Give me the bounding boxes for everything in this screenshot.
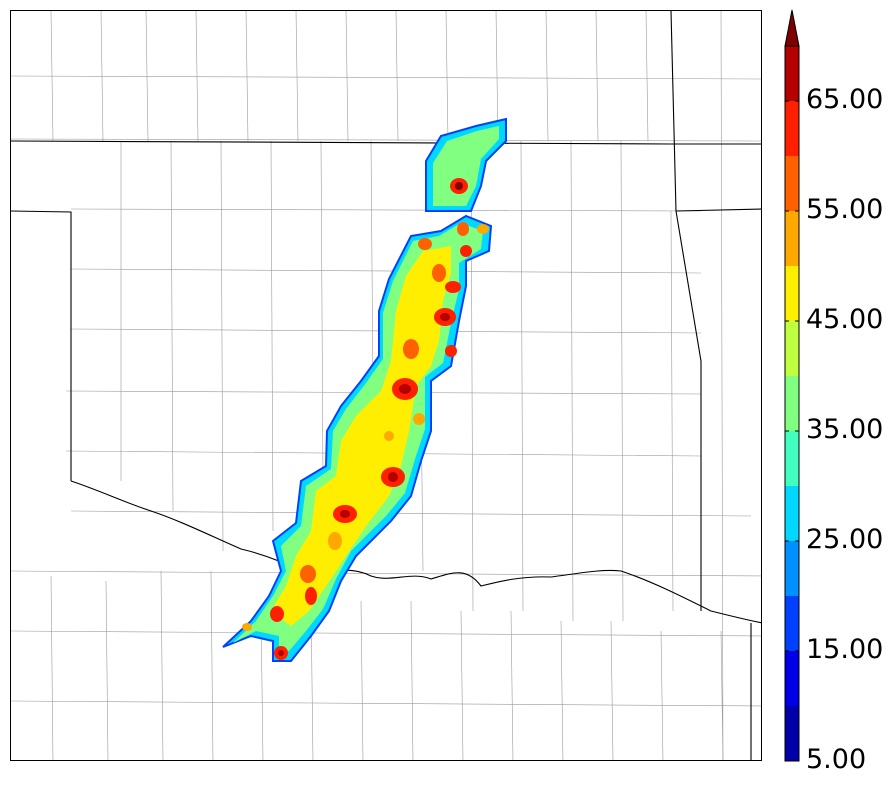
colorbar-band xyxy=(785,706,799,761)
colorbar-extend-arrow xyxy=(784,9,800,47)
reflectivity-cores xyxy=(242,178,489,660)
colorbar-band xyxy=(785,541,799,596)
map-panel xyxy=(10,10,762,761)
colorbar-tick-label: 5.00 xyxy=(806,744,867,775)
colorbar-band xyxy=(785,486,799,541)
colorbar-band xyxy=(785,101,799,156)
colorbar-bands xyxy=(784,45,800,762)
colorbar-tick-label: 15.00 xyxy=(806,634,884,665)
colorbar-band xyxy=(785,46,799,101)
colorbar-band xyxy=(785,321,799,376)
colorbar-tick-label: 25.00 xyxy=(806,524,884,555)
colorbar-band xyxy=(785,376,799,431)
colorbar-tick-label: 55.00 xyxy=(806,194,884,225)
colorbar-tick-label: 65.00 xyxy=(806,84,884,115)
colorbar-band xyxy=(785,431,799,486)
colorbar-band xyxy=(785,651,799,706)
colorbar-tick-label: 45.00 xyxy=(806,304,884,335)
county-borders xyxy=(11,11,761,760)
state-borders xyxy=(11,11,761,760)
colorbar-band xyxy=(785,211,799,266)
colorbar-band xyxy=(785,596,799,651)
colorbar-tick-label: 35.00 xyxy=(806,414,884,445)
colorbar-band xyxy=(785,266,799,321)
colorbar-band xyxy=(785,156,799,211)
swath-contour-45dbz xyxy=(271,246,451,626)
reflectivity-map xyxy=(11,11,761,760)
colorbar xyxy=(784,9,800,762)
reflectivity-swath xyxy=(222,117,507,662)
